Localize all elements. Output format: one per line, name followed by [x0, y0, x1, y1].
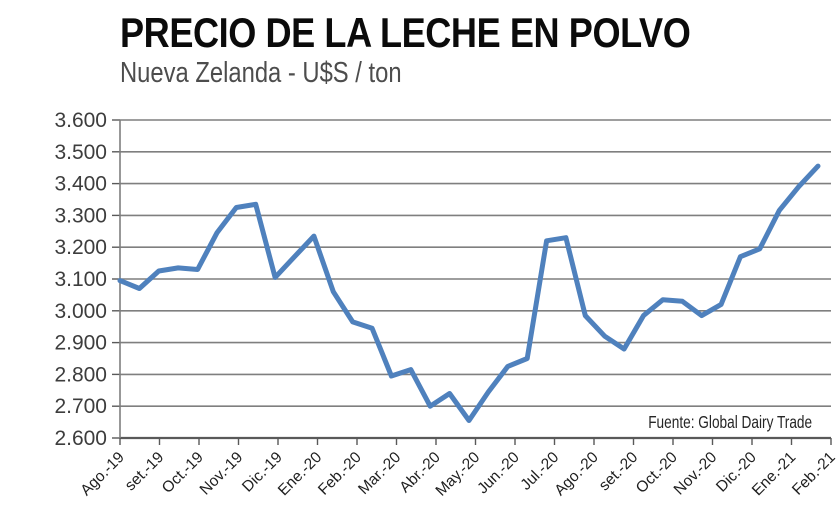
y-tick-label: 3.100 — [54, 268, 107, 291]
x-tick-label: May.-20 — [433, 449, 484, 500]
y-tick-label: 3.400 — [54, 173, 107, 196]
y-tick-label: 3.300 — [54, 204, 107, 227]
y-tick-label: 2.900 — [54, 332, 107, 355]
price-line — [117, 163, 821, 423]
x-tick-label: Feb.-21 — [789, 449, 839, 499]
x-tick-label: Feb.-20 — [315, 449, 365, 499]
y-tick-label: 3.600 — [54, 109, 107, 132]
y-tick-label: 2.700 — [54, 395, 107, 418]
x-tick-label: Ene.-20 — [275, 449, 326, 500]
y-tick-label: 2.800 — [54, 363, 107, 386]
x-tick-label: Mar.-20 — [355, 449, 404, 498]
x-tick-label: Ago.-19 — [77, 449, 127, 499]
y-tick-label: 3.000 — [54, 300, 107, 323]
source-note: Fuente: Global Dairy Trade — [648, 412, 812, 432]
x-tick-label: Jun.-20 — [474, 449, 523, 498]
chart-subtitle: Nueva Zelanda - U$S / ton — [120, 57, 402, 89]
x-tick-label: Nov.-20 — [671, 449, 721, 499]
chart-title: PRECIO DE LA LECHE EN POLVO — [120, 9, 691, 56]
y-tick-label: 3.500 — [54, 141, 107, 164]
x-tick-label: Ene.-21 — [749, 449, 799, 499]
y-tick-label: 2.600 — [54, 427, 107, 450]
x-tick-label: Nov.-19 — [197, 449, 247, 499]
x-tick-label: Ago.-20 — [551, 449, 602, 500]
y-tick-label: 3.200 — [54, 236, 107, 259]
